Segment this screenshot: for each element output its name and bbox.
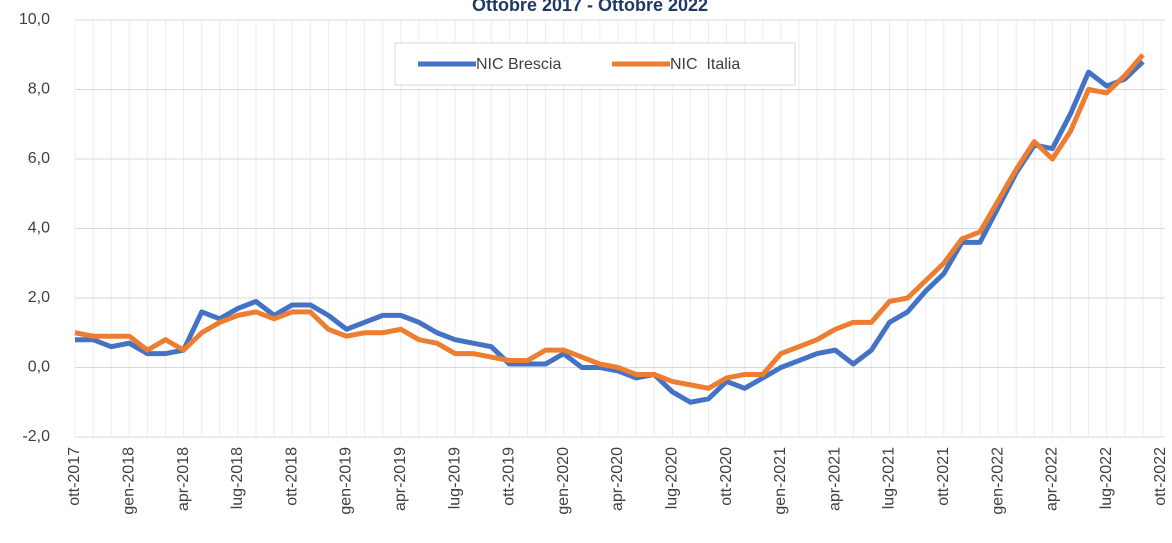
series-line bbox=[75, 59, 1145, 405]
y-tick-label: 8,0 bbox=[28, 81, 50, 98]
y-tick-label: -2,0 bbox=[22, 428, 50, 445]
x-tick-label: apr-2018 bbox=[175, 447, 192, 511]
series-line bbox=[74, 53, 1145, 391]
x-tick-label: ott-2021 bbox=[935, 447, 952, 506]
y-tick-label: 0,0 bbox=[28, 359, 50, 376]
x-tick-label: ott-2019 bbox=[501, 447, 518, 506]
x-tick-label: gen-2018 bbox=[121, 447, 138, 515]
x-tick-label: gen-2020 bbox=[555, 447, 572, 515]
legend: NIC Brescia NIC Italia bbox=[394, 42, 796, 86]
x-tick-label: apr-2020 bbox=[609, 447, 626, 511]
x-tick-label: lug-2018 bbox=[229, 447, 246, 509]
x-tick-label: ott-2022 bbox=[1152, 447, 1169, 506]
x-tick-label: lug-2021 bbox=[881, 447, 898, 509]
x-tick-label: apr-2022 bbox=[1044, 447, 1061, 511]
y-tick-label: 4,0 bbox=[28, 220, 50, 237]
x-tick-label: apr-2021 bbox=[826, 447, 843, 511]
x-tick-label: ott-2018 bbox=[283, 447, 300, 506]
x-tick-label: lug-2022 bbox=[1098, 447, 1115, 509]
y-tick-label: 6,0 bbox=[28, 150, 50, 167]
grid bbox=[74, 19, 1165, 438]
x-tick-label: ott-2017 bbox=[66, 447, 83, 506]
x-tick-label: apr-2019 bbox=[392, 447, 409, 511]
legend-label: NIC Italia bbox=[670, 56, 740, 73]
lines bbox=[74, 53, 1145, 405]
x-tick-label: lug-2019 bbox=[446, 447, 463, 509]
x-tick-label: gen-2022 bbox=[989, 447, 1006, 515]
chart-title: Ottobre 2017 - Ottobre 2022 bbox=[472, 0, 708, 15]
x-tick-label: ott-2020 bbox=[718, 447, 735, 506]
x-tick-label: lug-2020 bbox=[664, 447, 681, 509]
y-tick-label: 10,0 bbox=[19, 11, 50, 28]
legend-label: NIC Brescia bbox=[476, 56, 561, 73]
y-tick-label: 2,0 bbox=[28, 289, 50, 306]
x-tick-label: gen-2021 bbox=[772, 447, 789, 515]
x-tick-label: gen-2019 bbox=[338, 447, 355, 515]
